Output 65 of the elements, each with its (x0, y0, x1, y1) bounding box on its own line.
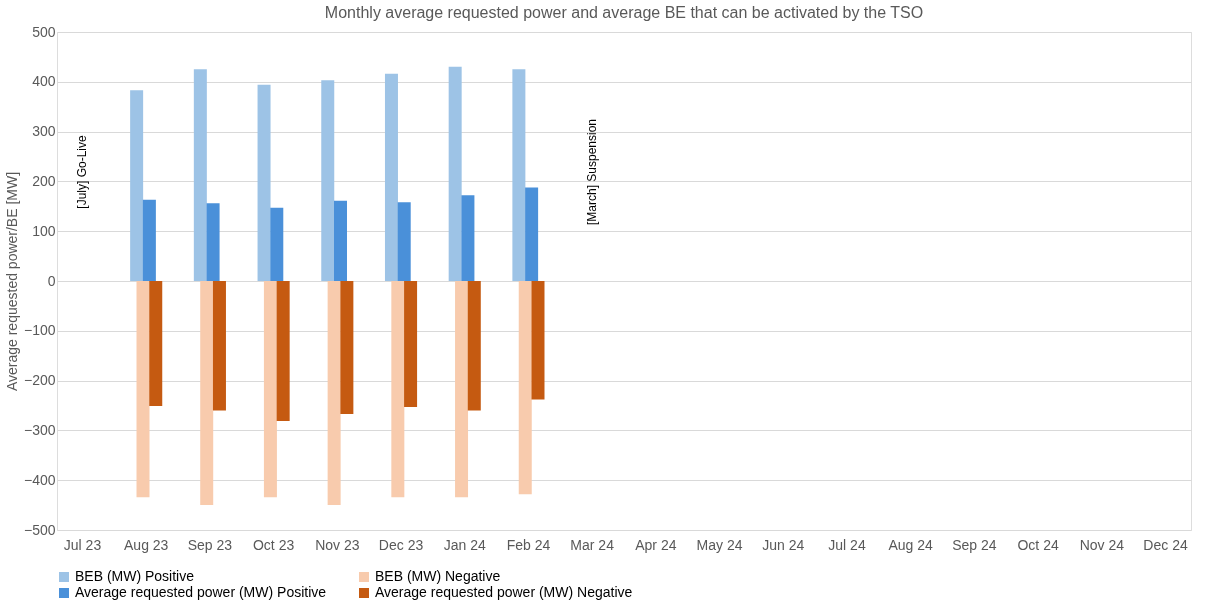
bar (193, 69, 207, 281)
y-tick-label: −200 (23, 372, 56, 389)
x-tick-label: Sep 23 (187, 536, 233, 553)
bar (461, 195, 475, 281)
y-tick-label: −300 (23, 421, 56, 438)
bar (327, 281, 341, 506)
y-tick-label: 400 (32, 73, 56, 90)
bar (257, 84, 271, 281)
x-tick-label: May 24 (696, 536, 743, 553)
bar (200, 281, 214, 506)
bar (212, 281, 226, 411)
x-tick-label: Nov 23 (315, 536, 360, 553)
y-tick-label: 500 (32, 23, 56, 40)
x-tick-label: Jun 24 (762, 536, 805, 553)
x-tick-label: Aug 23 (124, 536, 169, 553)
bar (448, 66, 462, 281)
y-tick-label: 300 (32, 123, 56, 140)
legend-label: BEB (MW) Negative (375, 568, 501, 584)
bar (130, 90, 144, 281)
bar (270, 207, 284, 281)
bar (404, 281, 418, 407)
annotation: [March] Suspension (585, 118, 600, 226)
y-tick-label: −500 (23, 521, 56, 538)
bar (334, 200, 347, 281)
x-tick-label: Nov 24 (1079, 536, 1125, 553)
bar (149, 281, 163, 406)
x-tick-label: Feb 24 (506, 536, 551, 553)
x-tick-label: Jul 23 (63, 536, 102, 553)
x-tick-label: Apr 24 (635, 536, 677, 553)
y-tick-label: −400 (23, 471, 56, 488)
bar (467, 281, 481, 411)
bar (531, 281, 545, 400)
bar (391, 281, 405, 498)
legend-label: BEB (MW) Positive (75, 568, 195, 584)
chart-title: Monthly average requested power and average BE that can be activated by the TSO (324, 4, 924, 21)
legend-label: Average requested power (MW) Positive (75, 584, 327, 600)
y-axis-title: Average requested power/BE [MW] (3, 171, 20, 392)
x-tick-label: Dec 24 (1143, 536, 1188, 553)
y-tick-label: 0 (47, 272, 56, 289)
bar (525, 187, 539, 281)
bar (397, 202, 411, 281)
annotation: [July] Go-Live (75, 134, 90, 209)
bar (455, 281, 469, 498)
x-tick-label: Jul 24 (828, 536, 866, 553)
bar (263, 281, 277, 498)
bar (512, 69, 526, 281)
bar (142, 199, 156, 281)
x-tick-label: Mar 24 (570, 536, 615, 553)
bar (276, 281, 290, 421)
x-tick-label: Oct 23 (252, 536, 295, 553)
bar (384, 73, 398, 281)
bar (518, 281, 532, 495)
legend-label: Average requested power (MW) Negative (375, 584, 633, 600)
x-tick-label: Aug 24 (888, 536, 934, 553)
bar (321, 80, 335, 281)
x-tick-label: Dec 23 (378, 536, 424, 553)
bar (206, 203, 220, 281)
x-tick-label: Oct 24 (1017, 536, 1059, 553)
y-tick-label: 200 (32, 172, 56, 189)
x-tick-label: Jan 24 (443, 536, 486, 553)
y-tick-label: −100 (23, 322, 56, 339)
y-tick-label: 100 (32, 222, 56, 239)
bar (340, 281, 354, 414)
bar (136, 281, 150, 498)
x-tick-label: Sep 24 (952, 536, 997, 553)
